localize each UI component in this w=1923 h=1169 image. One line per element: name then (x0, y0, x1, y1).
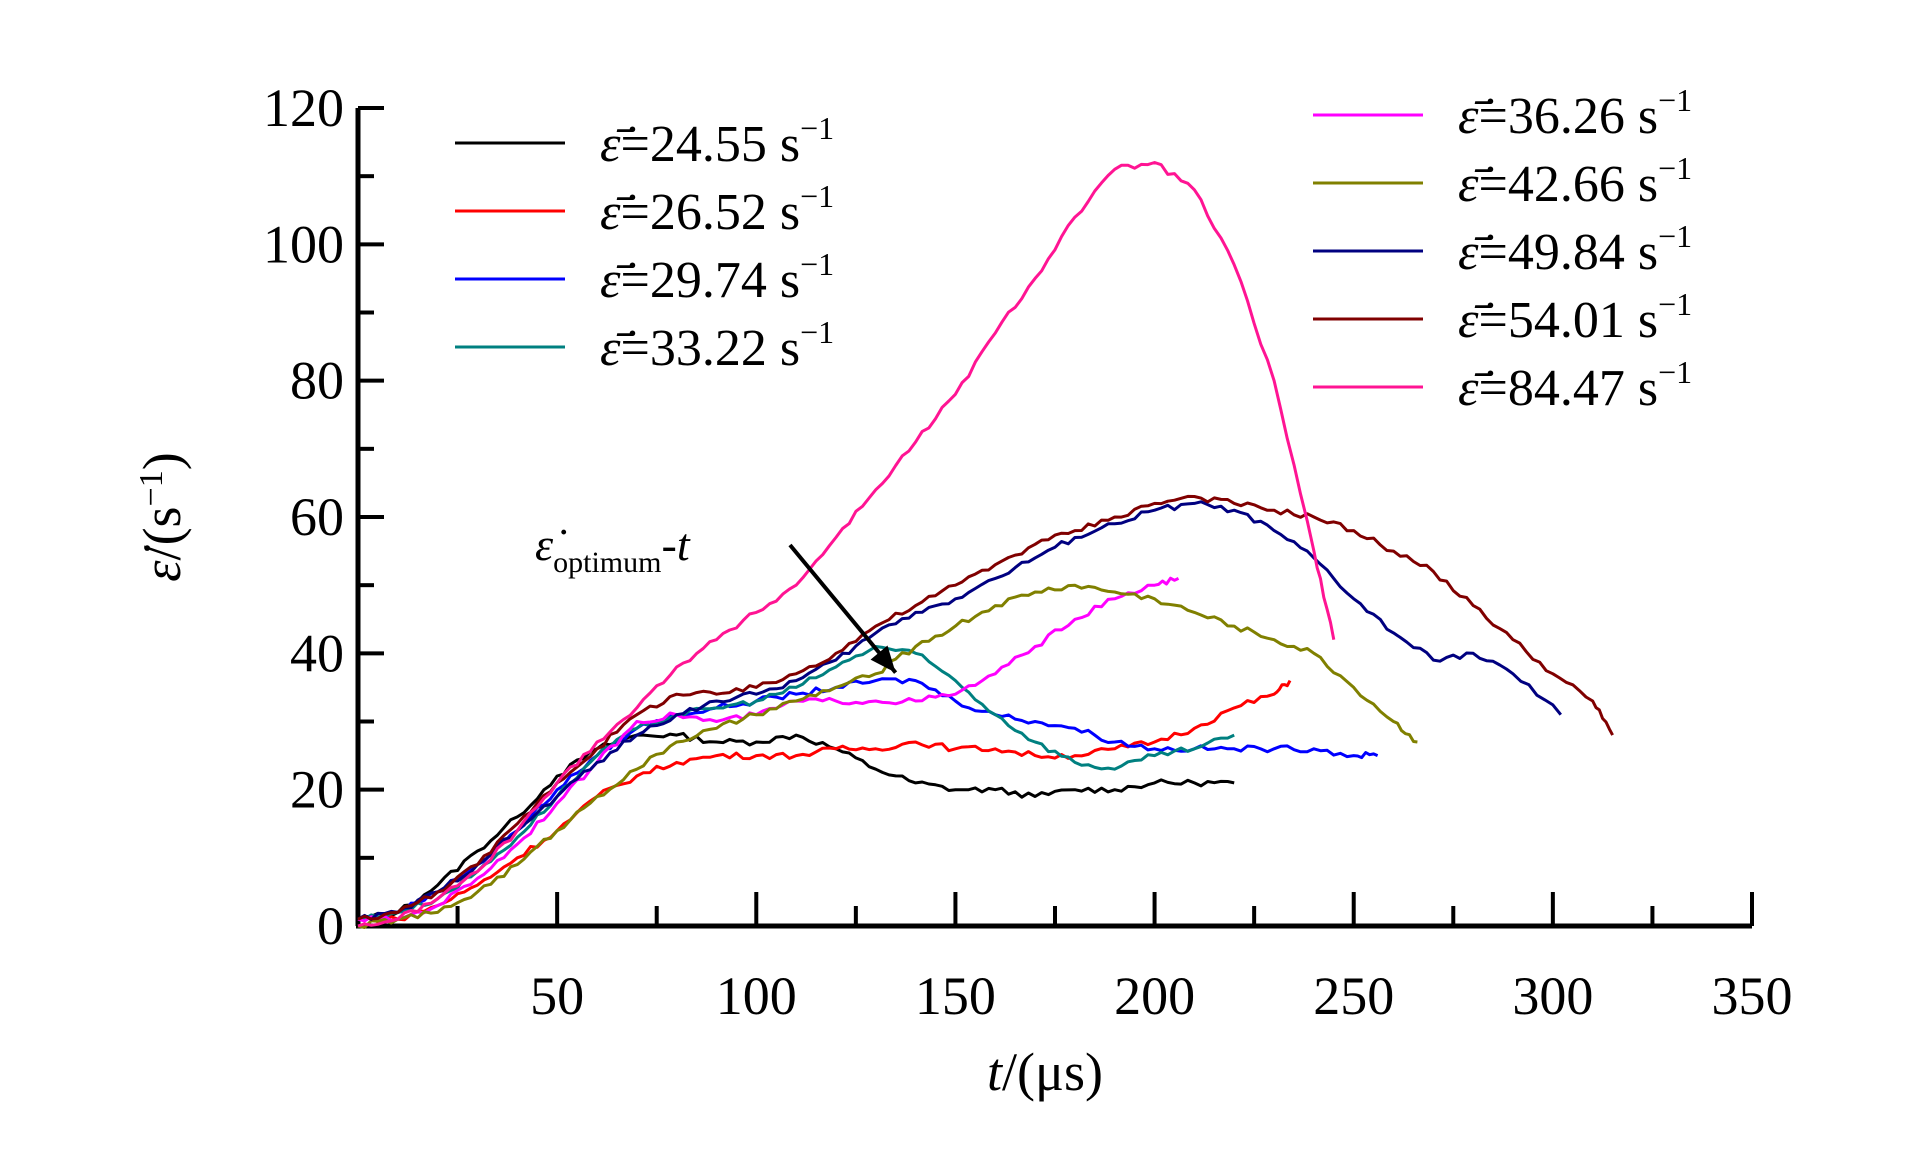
x-tick-label: 200 (1114, 966, 1195, 1026)
y-tick-label: 100 (263, 214, 344, 274)
series-line-49.84 (357, 500, 1562, 921)
y-tick-label: 40 (290, 623, 344, 683)
axes: 50 100 150 200 250 300 350 0 20 40 60 80 100 120 t/(μs… (132, 78, 1793, 1102)
legend-label: ε̇̄=33.22 s−1 (600, 314, 834, 377)
y-tick-label: 80 (290, 351, 344, 411)
legend-label: ε̇̄=26.52 s−1 (600, 178, 834, 241)
annotation: ε̇optimum-t (535, 519, 898, 674)
legend-label: ε̇̄=84.47 s−1 (1458, 354, 1692, 417)
x-tick-label: 150 (915, 966, 996, 1026)
x-tick-label: 100 (716, 966, 797, 1026)
legend: ε̇̄=24.55 s−1ε̇̄=26.52 s−1ε̇̄=29.74 s−1ε… (455, 82, 1692, 417)
legend-label: ε̇̄=36.26 s−1 (1458, 82, 1692, 145)
series-line-24.55 (357, 731, 1235, 921)
y-tick-label: 0 (317, 896, 344, 956)
x-tick-label: 350 (1712, 966, 1793, 1026)
x-tick-label: 250 (1313, 966, 1394, 1026)
y-axis-title: ε̇/(s−1) (132, 452, 192, 581)
legend-label: ε̇̄=54.01 s−1 (1458, 286, 1692, 349)
x-axis-title: t/(μs) (987, 1042, 1103, 1102)
plot-series (357, 161, 1614, 929)
x-tick-label: 300 (1512, 966, 1593, 1026)
annotation-label: ε̇optimum-t (535, 519, 691, 579)
series-line-54.01 (357, 494, 1614, 921)
series-line-84.47 (357, 161, 1336, 928)
y-tick-label: 120 (263, 78, 344, 138)
annotation-arrow-shaft (788, 543, 898, 674)
legend-label: ε̇̄=49.84 s−1 (1458, 218, 1692, 281)
legend-label: ε̇̄=24.55 s−1 (600, 110, 834, 173)
legend-label: ε̇̄=29.74 s−1 (600, 246, 834, 309)
y-tick-label: 20 (290, 760, 344, 820)
series-line-29.74 (357, 677, 1379, 921)
x-tick-label: 50 (530, 966, 584, 1026)
series-line-26.52 (357, 679, 1292, 924)
series-line-42.66 (357, 583, 1418, 929)
legend-label: ε̇̄=42.66 s−1 (1458, 150, 1692, 213)
annotation-arrow-head (870, 645, 896, 673)
series-line-33.22 (357, 645, 1235, 921)
y-tick-label: 60 (290, 487, 344, 547)
